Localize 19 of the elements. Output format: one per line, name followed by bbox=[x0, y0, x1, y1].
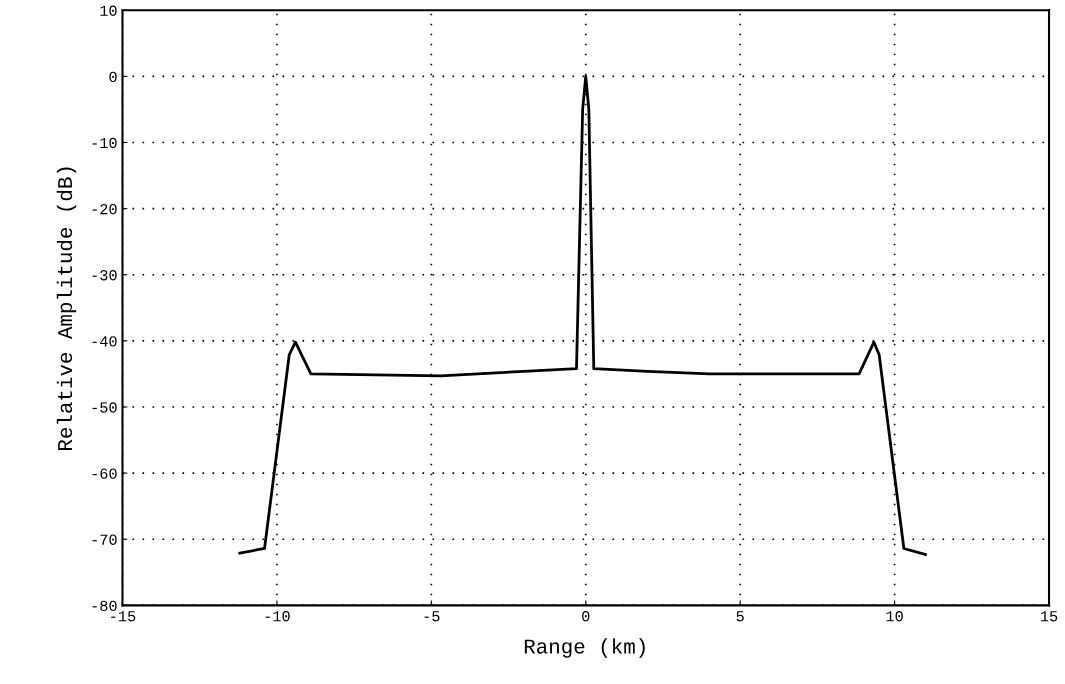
y-tick-label: -40 bbox=[92, 336, 117, 347]
y-tick-label: -50 bbox=[92, 402, 117, 413]
y-tick-label: 10 bbox=[100, 5, 117, 16]
x-tick-label: -5 bbox=[424, 611, 440, 622]
y-tick-label: -10 bbox=[92, 137, 117, 149]
x-axis-title: Range (km) bbox=[524, 638, 645, 658]
y-tick-label: -60 bbox=[92, 468, 117, 479]
y-axis-title: Relative Amplitude (dB) bbox=[56, 167, 77, 450]
x-tick-label: 5 bbox=[736, 611, 744, 622]
y-tick-label: -30 bbox=[92, 270, 117, 281]
x-tick-label: 15 bbox=[1040, 611, 1058, 622]
x-tick-label: 10 bbox=[886, 611, 903, 622]
y-tick-label: -80 bbox=[92, 600, 117, 612]
x-tick-label: -10 bbox=[265, 611, 290, 622]
y-tick-label: -20 bbox=[92, 203, 117, 215]
x-tick-label: -15 bbox=[111, 611, 136, 622]
y-tick-label: -70 bbox=[92, 534, 117, 545]
x-tick-label: 0 bbox=[582, 611, 590, 622]
y-tick-label: 0 bbox=[109, 71, 117, 83]
